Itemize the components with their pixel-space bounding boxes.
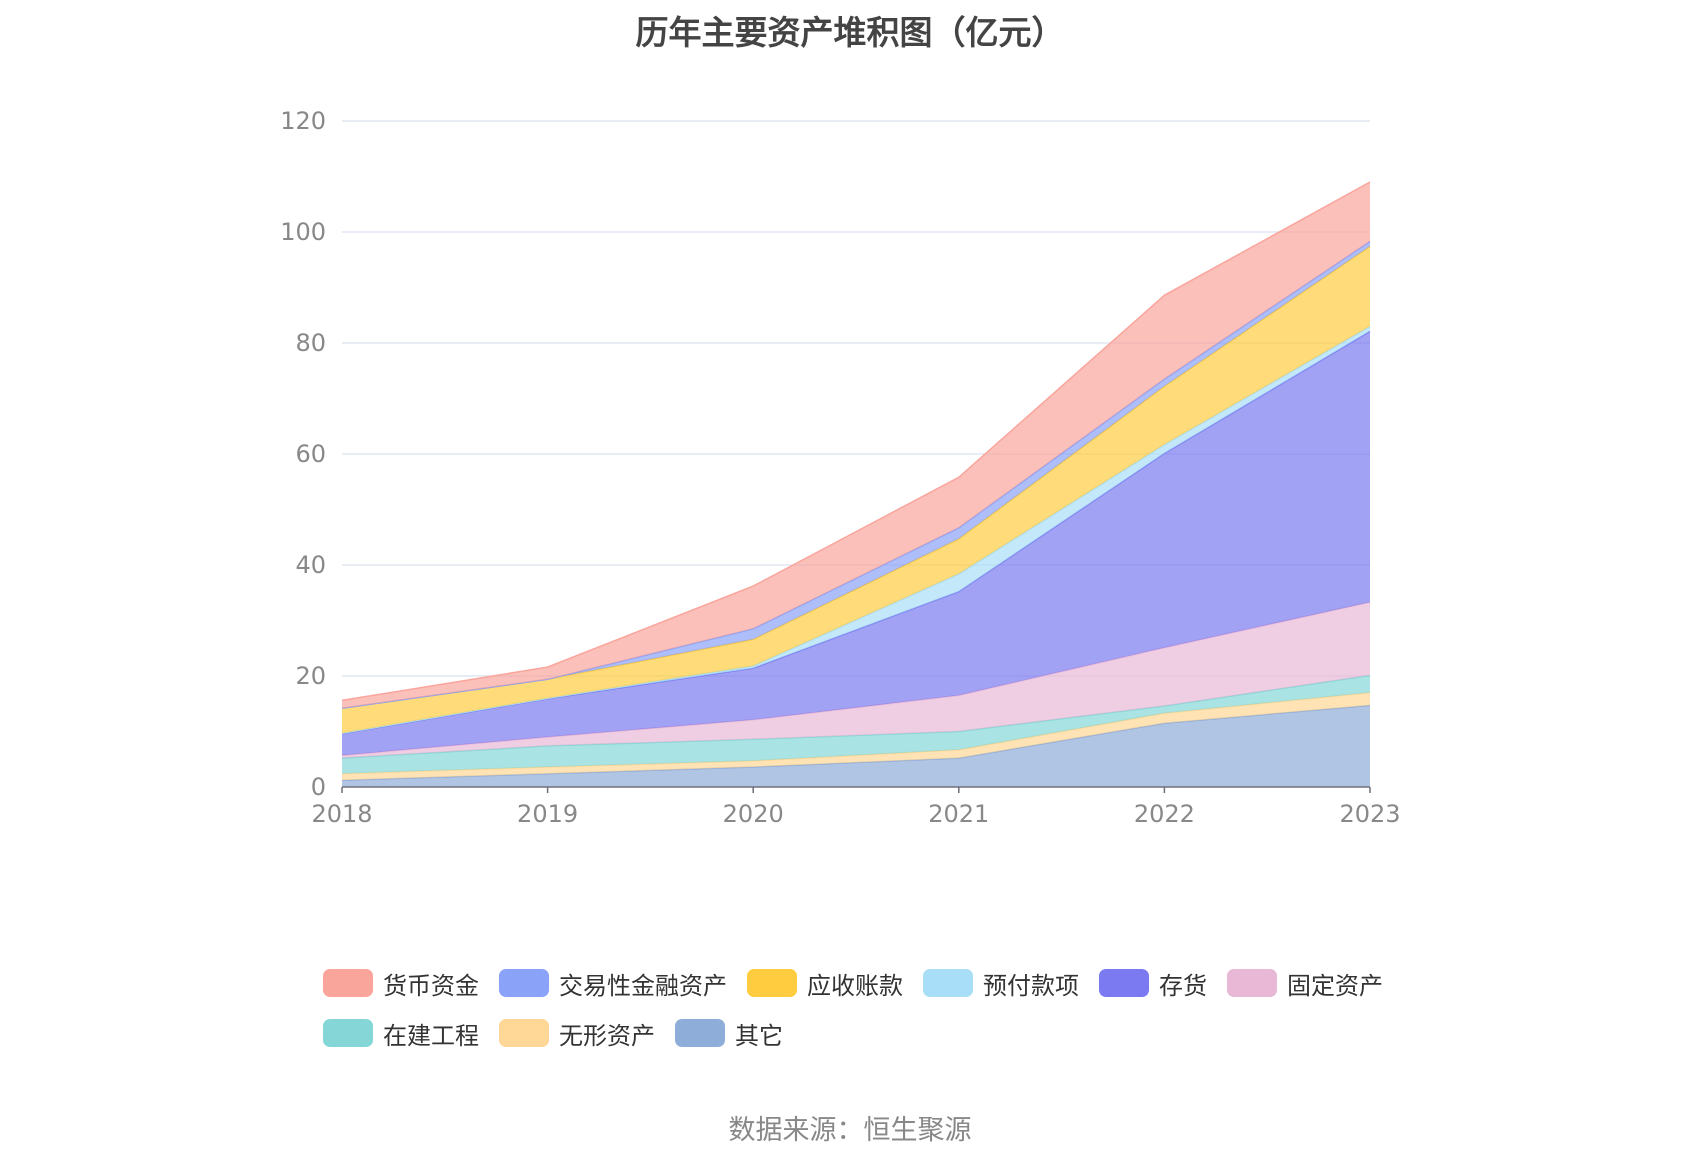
legend-item[interactable]: 预付款项 xyxy=(923,966,1079,1001)
legend-label: 货币资金 xyxy=(383,971,479,1000)
legend-label: 固定资产 xyxy=(1287,971,1383,1000)
legend-item[interactable]: 在建工程 xyxy=(323,1016,479,1051)
source-note: 数据来源：恒生聚源 xyxy=(728,1115,972,1146)
area-存货 xyxy=(342,331,1370,756)
y-tick-label: 60 xyxy=(295,440,326,468)
legend-swatch xyxy=(499,1019,549,1047)
y-tick-label: 0 xyxy=(311,773,326,801)
legend-label: 存货 xyxy=(1159,971,1207,1000)
legend: 货币资金 交易性金融资产 应收账款 预付款项 存货 固定资产在建工程 无形资产 其它 xyxy=(323,958,1423,1058)
legend-label: 应收账款 xyxy=(807,971,903,1000)
legend-label: 无形资产 xyxy=(559,1021,655,1050)
y-tick-label: 80 xyxy=(295,329,326,357)
legend-swatch xyxy=(499,969,549,997)
x-tick-label: 2018 xyxy=(311,800,372,828)
legend-row: 货币资金 交易性金融资产 应收账款 预付款项 存货 固定资产 xyxy=(323,958,1423,1008)
legend-item[interactable]: 无形资产 xyxy=(499,1016,655,1051)
chart-title: 历年主要资产堆积图（亿元） xyxy=(635,13,1065,52)
x-tick-label: 2021 xyxy=(928,800,989,828)
legend-label: 预付款项 xyxy=(983,971,1079,1000)
legend-row: 在建工程 无形资产 其它 xyxy=(323,1008,1423,1058)
legend-label: 其它 xyxy=(735,1021,783,1050)
area-series xyxy=(341,181,1371,787)
line-货币资金 xyxy=(341,181,1371,702)
area-无形资产 xyxy=(342,692,1370,781)
legend-swatch xyxy=(1099,969,1149,997)
legend-swatch xyxy=(675,1019,725,1047)
axes: 0 20 40 60 80 100 120 2018 2019 2020 2021 2022 2023 xyxy=(280,107,1400,828)
area-在建工程 xyxy=(342,675,1370,774)
legend-item[interactable]: 固定资产 xyxy=(1227,966,1383,1001)
legend-item[interactable]: 其它 xyxy=(675,1016,783,1051)
x-tick-label: 2022 xyxy=(1134,800,1195,828)
x-tick-label: 2023 xyxy=(1339,800,1400,828)
legend-item[interactable]: 应收账款 xyxy=(747,966,903,1001)
area-固定资产 xyxy=(342,602,1370,759)
legend-swatch xyxy=(323,1019,373,1047)
legend-item[interactable]: 货币资金 xyxy=(323,966,479,1001)
legend-label: 在建工程 xyxy=(383,1021,479,1050)
legend-item[interactable]: 交易性金融资产 xyxy=(499,966,727,1001)
y-tick-label: 120 xyxy=(280,107,326,135)
legend-swatch xyxy=(1227,969,1277,997)
legend-swatch xyxy=(747,969,797,997)
legend-item[interactable]: 存货 xyxy=(1099,966,1207,1001)
y-tick-label: 100 xyxy=(280,218,326,246)
legend-swatch xyxy=(323,969,373,997)
area-其它 xyxy=(342,705,1370,787)
y-tick-label: 40 xyxy=(295,551,326,579)
y-tick-label: 20 xyxy=(295,662,326,690)
legend-label: 交易性金融资产 xyxy=(559,971,727,1000)
x-tick-label: 2020 xyxy=(723,800,784,828)
legend-swatch xyxy=(923,969,973,997)
x-tick-label: 2019 xyxy=(517,800,578,828)
